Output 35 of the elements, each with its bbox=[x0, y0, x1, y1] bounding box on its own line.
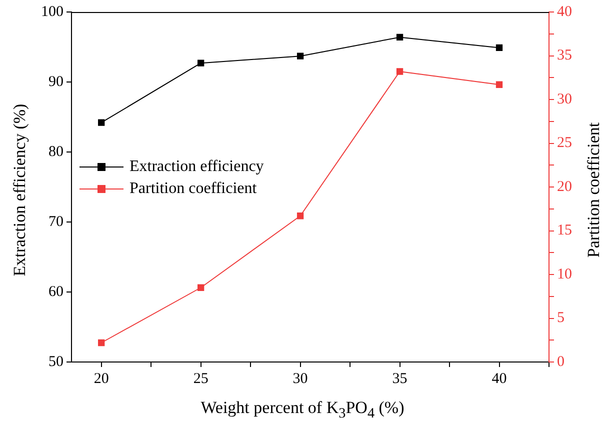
x-tick-label: 30 bbox=[292, 370, 308, 387]
point bbox=[197, 60, 204, 66]
point bbox=[496, 44, 503, 52]
y2-tick-label: 0 bbox=[557, 354, 564, 370]
point bbox=[296, 52, 304, 60]
point bbox=[98, 339, 105, 346]
x-tick-label: 25 bbox=[193, 370, 208, 387]
y2-tick-label: 10 bbox=[557, 266, 572, 282]
point bbox=[197, 284, 204, 291]
y2-tick-label: 15 bbox=[557, 222, 572, 239]
y2-axis-title: Partition coefficient bbox=[584, 122, 604, 258]
y2-tick-label: 40 bbox=[557, 4, 572, 20]
point bbox=[496, 81, 503, 88]
y-tick-label: 90 bbox=[48, 74, 64, 90]
y2-tick-label: 35 bbox=[557, 48, 572, 64]
point bbox=[396, 68, 404, 75]
y2-tick-label: 30 bbox=[557, 91, 572, 108]
x-tick-label: 35 bbox=[392, 370, 408, 387]
point bbox=[396, 34, 404, 41]
x-tick-label: 40 bbox=[492, 370, 507, 387]
y2-tick-label: 20 bbox=[557, 178, 572, 195]
y-tick-label: 50 bbox=[48, 354, 64, 370]
legend-label: Partition coefficient bbox=[130, 180, 258, 198]
x-tick-label: 20 bbox=[94, 370, 109, 387]
y2-tick-label: 25 bbox=[557, 135, 572, 152]
point bbox=[98, 119, 105, 126]
y-tick-label: 100 bbox=[41, 4, 64, 20]
point bbox=[296, 212, 304, 220]
y2-tick-label: 5 bbox=[557, 310, 564, 326]
y-tick-label: 80 bbox=[48, 144, 64, 160]
y-tick-label: 60 bbox=[48, 284, 64, 300]
y-tick-label: 70 bbox=[48, 214, 64, 230]
legend-label: Extraction efficiency bbox=[130, 158, 264, 176]
x-axis-title: Weight percent of K$_{3}$PO$_{4}$ (%) bbox=[200, 398, 406, 422]
y-axis-title: Extraction efficiency (%) bbox=[10, 104, 30, 276]
